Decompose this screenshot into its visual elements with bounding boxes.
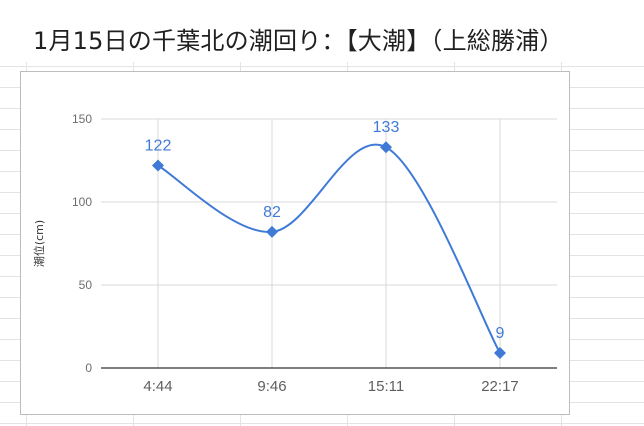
series-tide-level: 122 82 133 9 — [145, 119, 506, 360]
data-label-3: 9 — [496, 325, 505, 342]
data-point-2 — [380, 141, 392, 154]
data-point-0 — [152, 159, 164, 172]
series-line — [157, 143, 501, 354]
x-tick-label-2: 15:11 — [368, 378, 404, 395]
data-point-3 — [494, 347, 506, 360]
data-label-1: 82 — [263, 204, 281, 221]
page-title: 1月15日の千葉北の潮回り：【大潮】（上総勝浦） — [33, 27, 564, 55]
x-tick-label-0: 4:44 — [143, 378, 172, 395]
y-tick-label-100: 100 — [72, 195, 92, 209]
y-axis-title: 潮位(cm) — [32, 220, 46, 267]
x-axis-ticks: 4:44 9:46 15:11 22:17 — [143, 378, 518, 395]
y-tick-label-0: 0 — [85, 361, 92, 375]
y-axis-ticks: 0 50 100 150 — [72, 112, 92, 375]
chart-container[interactable]: 0 50 100 150 4:44 9:46 15:11 22:17 潮位(cm) 122 8… — [20, 71, 570, 415]
y-tick-label-50: 50 — [79, 278, 93, 292]
data-point-1 — [266, 225, 278, 238]
y-tick-label-150: 150 — [72, 112, 92, 126]
x-tick-label-1: 9:46 — [257, 378, 286, 395]
x-tick-label-3: 22:17 — [481, 378, 519, 395]
data-label-0: 122 — [145, 137, 172, 154]
line-chart: 0 50 100 150 4:44 9:46 15:11 22:17 潮位(cm) 122 8… — [32, 112, 557, 395]
title-area: 1月15日の千葉北の潮回り：【大潮】（上総勝浦） — [0, 0, 644, 62]
data-label-2: 133 — [373, 119, 400, 136]
